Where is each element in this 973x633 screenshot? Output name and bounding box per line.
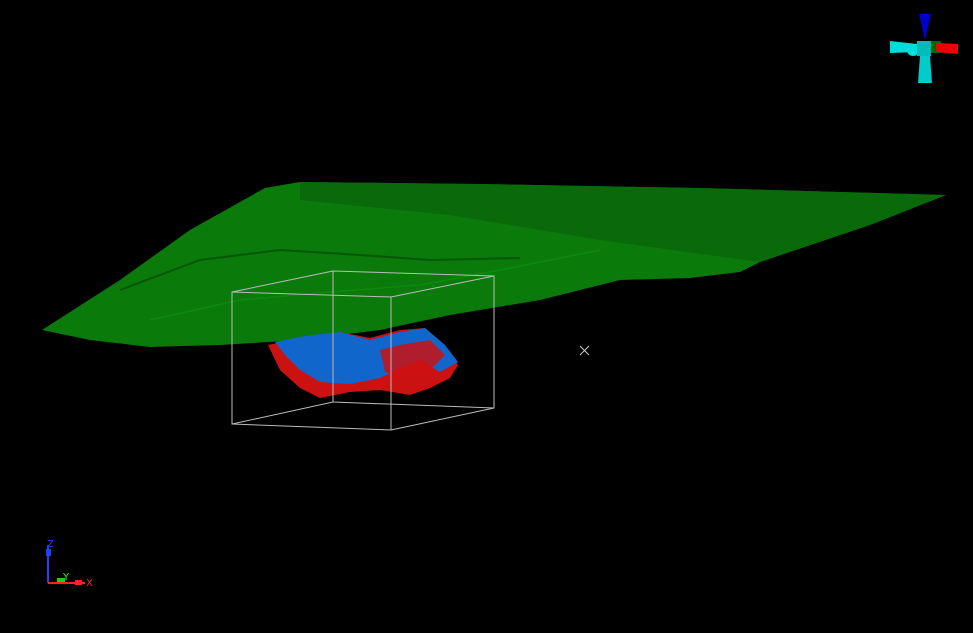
ore-body[interactable] bbox=[268, 328, 458, 398]
y-axis-label: Y bbox=[62, 572, 70, 583]
x-axis-label: X bbox=[86, 578, 93, 589]
z-axis-label: Z bbox=[47, 539, 54, 550]
axis-triad: Z Y X bbox=[46, 539, 93, 589]
bounding-box bbox=[231, 270, 495, 431]
view-cube-gizmo-icon[interactable] bbox=[890, 14, 958, 83]
terrain-surface[interactable] bbox=[42, 182, 946, 347]
x-cross-icon bbox=[579, 345, 590, 356]
